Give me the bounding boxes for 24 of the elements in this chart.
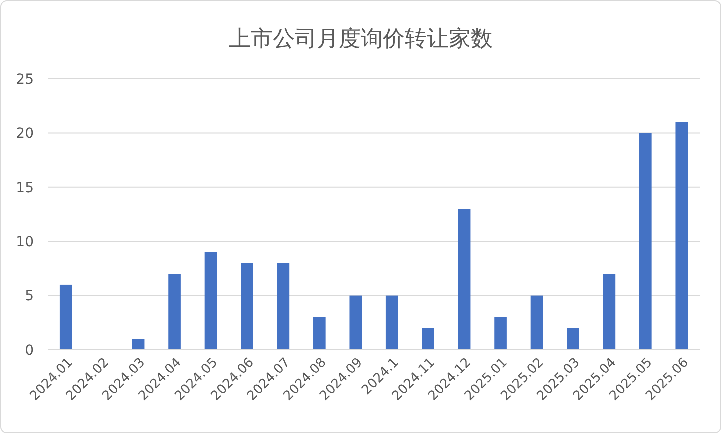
bar <box>314 317 326 350</box>
bar <box>277 263 290 350</box>
bar <box>676 122 688 350</box>
y-tick-label: 10 <box>16 234 34 250</box>
y-tick-label: 15 <box>16 180 34 196</box>
bar <box>350 296 362 350</box>
bar <box>241 263 254 350</box>
y-tick-label: 20 <box>16 126 34 142</box>
bar <box>530 296 544 350</box>
bar <box>458 209 471 350</box>
bar <box>567 328 580 350</box>
bar <box>204 252 218 350</box>
bar <box>603 274 616 350</box>
bar <box>60 284 72 350</box>
y-tick-label: 0 <box>25 342 34 359</box>
bar <box>386 296 398 350</box>
bar <box>494 317 507 350</box>
bar <box>132 339 145 350</box>
bar <box>422 328 434 350</box>
bar <box>640 133 652 350</box>
y-tick-label: 5 <box>25 288 34 305</box>
bar <box>168 274 181 350</box>
y-tick-label: 25 <box>16 72 34 88</box>
chart-title: 上市公司月度询价转让家数 <box>229 27 493 52</box>
